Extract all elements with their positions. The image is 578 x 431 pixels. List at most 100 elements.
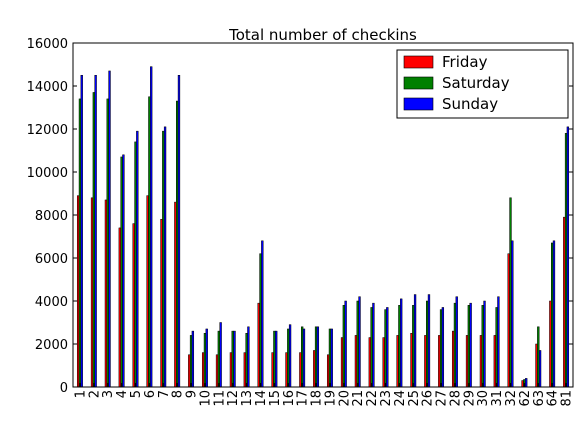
y-tick-label: 8000 [35,209,68,224]
bar-saturday-12 [231,330,234,388]
x-tick-label: 3 [101,390,116,398]
bar-saturday-1 [78,98,82,388]
bar-saturday-13 [245,333,248,388]
bar-sunday-7 [163,126,167,388]
x-tick-label: 32 [504,390,519,407]
x-tick-label: 7 [157,390,172,398]
bar-saturday-26 [426,300,429,388]
bar-friday-1 [76,195,80,388]
bar-friday-20 [340,337,344,388]
bar-saturday-19 [328,328,332,388]
bar-saturday-29 [467,305,470,388]
bar-friday-14 [257,302,260,388]
bar-friday-31 [493,335,496,388]
bar-saturday-16 [287,328,290,388]
bar-friday-30 [479,335,483,388]
bar-sunday-24 [400,298,403,388]
bar-saturday-30 [481,305,484,388]
bar-saturday-28 [453,302,457,388]
bar-saturday-9 [189,335,193,388]
bar-sunday-18 [316,326,320,388]
bar-friday-12 [229,352,233,388]
bar-sunday-26 [427,294,431,388]
x-tick-label: 9 [185,390,200,398]
bar-friday-2 [90,197,94,388]
bar-friday-62 [521,380,524,388]
bar-friday-27 [438,335,441,388]
y-tick-label: 2000 [35,338,68,353]
legend: Friday Saturday Sunday [396,49,569,119]
bar-sunday-13 [247,326,250,388]
bar-friday-32 [507,253,510,388]
y-tick-label: 10000 [27,166,68,181]
x-tick-label: 21 [351,390,366,407]
x-tick-label: 6 [143,390,158,398]
y-tick-label: 14000 [27,80,68,95]
x-tick-label: 29 [462,390,477,407]
bar-saturday-8 [176,100,179,388]
x-tick-label: 12 [226,390,241,407]
x-tick-label: 31 [490,390,505,407]
bar-friday-21 [354,335,358,388]
x-tick-label: 16 [282,390,297,407]
bar-friday-26 [424,335,427,388]
bar-sunday-1 [80,75,83,388]
bar-friday-4 [118,227,121,388]
bar-friday-6 [146,195,149,388]
bar-sunday-32 [511,240,514,388]
bar-saturday-4 [120,156,123,388]
x-tick-label: 23 [379,390,394,407]
bar-sunday-29 [469,302,472,388]
bar-friday-19 [326,354,330,388]
bar-friday-23 [382,337,385,388]
legend-swatch-saturday [403,76,434,90]
legend-label-saturday: Saturday [442,74,510,92]
bar-saturday-5 [134,141,137,388]
bar-saturday-32 [509,197,512,388]
bar-friday-28 [451,330,455,388]
y-tick-label: 0 [60,381,68,396]
x-tick-label: 62 [518,390,533,407]
x-tick-label: 13 [240,390,255,407]
bar-saturday-15 [273,330,276,388]
y-tick-label: 12000 [27,123,68,138]
bar-friday-10 [201,352,205,388]
bar-saturday-14 [259,253,262,388]
x-tick-label: 27 [435,390,450,407]
bar-friday-16 [285,352,288,388]
bar-sunday-62 [525,378,528,388]
x-tick-label: 1 [73,390,88,398]
bar-sunday-16 [288,324,292,388]
x-tick-label: 24 [393,390,408,407]
x-tick-label: 30 [476,390,491,407]
bar-sunday-63 [538,350,542,388]
bar-sunday-30 [483,300,486,388]
bar-sunday-8 [177,75,181,388]
bar-saturday-18 [314,326,318,388]
bar-sunday-15 [275,330,278,388]
x-tick-label: 10 [198,390,213,407]
bar-saturday-17 [301,326,304,388]
bar-saturday-22 [370,307,373,388]
x-tick-label: 64 [546,390,561,407]
bar-sunday-23 [386,307,389,388]
x-tick-label: 17 [296,390,311,407]
legend-label-friday: Friday [442,53,488,71]
bar-saturday-21 [356,300,359,388]
bar-saturday-31 [495,307,498,388]
bar-saturday-10 [203,333,207,388]
y-tick-label: 4000 [35,295,68,310]
bar-friday-11 [215,354,219,388]
x-tick-label: 15 [268,390,283,407]
x-tick-label: 4 [115,390,130,398]
bar-sunday-20 [344,300,347,388]
bar-sunday-28 [455,296,458,388]
x-tick-label: 5 [129,390,144,398]
bar-friday-7 [160,219,163,388]
bar-saturday-24 [398,305,401,388]
bar-saturday-6 [148,96,151,388]
bar-friday-24 [396,335,399,388]
bar-sunday-31 [497,296,500,388]
bar-sunday-11 [219,322,222,388]
